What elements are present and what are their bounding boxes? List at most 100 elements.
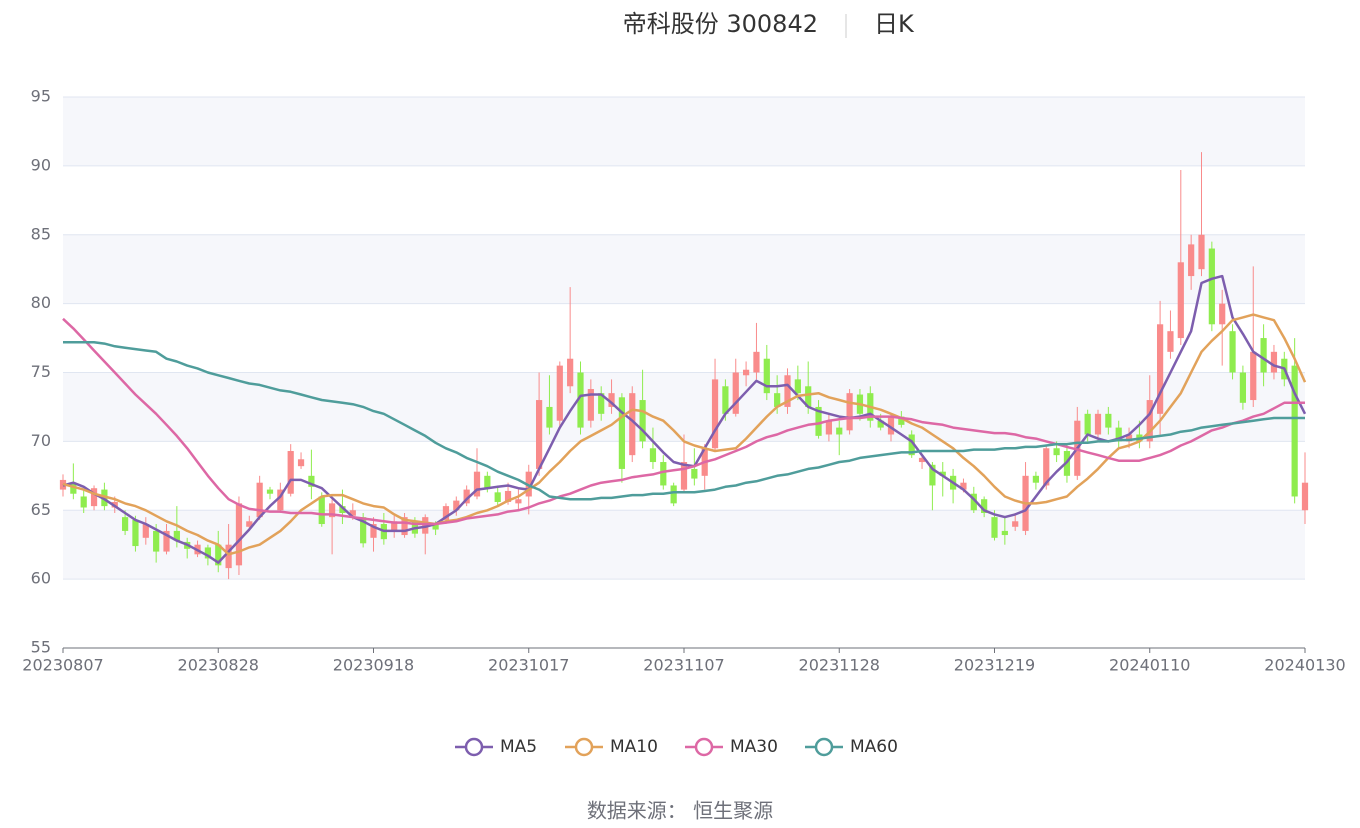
candle-body xyxy=(887,416,895,435)
candle-body xyxy=(753,351,760,373)
candle-body xyxy=(1301,482,1309,511)
x-tick-label: 20240110 xyxy=(1109,656,1190,675)
ma-line xyxy=(62,317,1305,526)
candle-body xyxy=(1001,530,1008,536)
candle-body xyxy=(970,493,977,511)
legend-label: MA30 xyxy=(730,737,778,757)
candle-body xyxy=(587,389,594,421)
candle-body xyxy=(484,475,491,489)
candle-body xyxy=(422,517,429,534)
candle-body xyxy=(401,517,408,536)
candle-body xyxy=(1146,400,1153,442)
candle-body xyxy=(297,459,305,467)
candle-body xyxy=(1032,475,1040,483)
candle-body xyxy=(794,379,801,394)
candle-body xyxy=(360,517,367,544)
candle-body xyxy=(266,489,274,494)
candle-body xyxy=(318,496,325,525)
legend-icon xyxy=(814,737,834,757)
legend-item: MA30 xyxy=(685,737,778,757)
candle-body xyxy=(577,372,584,428)
ma-line xyxy=(62,274,1307,564)
candle-body xyxy=(339,506,346,514)
candle-body xyxy=(204,547,212,559)
candle-body xyxy=(711,379,719,449)
candle-body xyxy=(246,521,253,527)
candle-body xyxy=(691,468,698,479)
candle-body xyxy=(598,393,605,414)
candle-body xyxy=(1156,324,1164,414)
y-tick-label: 80 xyxy=(31,293,51,312)
candle-body xyxy=(546,406,553,428)
candle-body xyxy=(774,393,781,407)
candle-body xyxy=(815,406,822,436)
legend-icon xyxy=(574,737,594,757)
x-tick-label: 20230828 xyxy=(178,656,259,675)
candle-body xyxy=(908,434,915,456)
candle-body xyxy=(722,386,729,414)
candle-body xyxy=(70,482,77,494)
candle-body xyxy=(1219,303,1226,325)
candle-body xyxy=(608,393,615,407)
candle-body xyxy=(805,386,812,407)
candle-body xyxy=(918,457,926,463)
legend-item: MA10 xyxy=(565,737,658,757)
x-tick-label: 20230918 xyxy=(333,656,414,675)
candle-body xyxy=(567,358,574,387)
candle-body xyxy=(256,482,263,518)
y-tick-label: 55 xyxy=(31,638,51,657)
candle-body xyxy=(732,372,739,414)
candle-body xyxy=(349,510,356,516)
candle-body xyxy=(784,375,791,407)
candle-body xyxy=(432,524,439,530)
candle-body xyxy=(763,358,770,394)
candle-body xyxy=(153,530,160,552)
candle-body xyxy=(836,427,843,435)
candle-body xyxy=(473,471,481,497)
candle-body xyxy=(1239,372,1247,403)
candle-body xyxy=(649,448,657,463)
candle-body xyxy=(235,503,243,566)
candle-body xyxy=(1291,365,1298,497)
candle-body xyxy=(1250,351,1257,401)
candle-body xyxy=(939,471,946,476)
candle-body xyxy=(1208,248,1215,325)
candle-body xyxy=(898,416,905,425)
candle-body xyxy=(618,397,626,469)
candle-body xyxy=(1270,351,1278,373)
candle-body xyxy=(1105,413,1112,428)
candle-body xyxy=(287,451,294,494)
y-tick-label: 65 xyxy=(31,500,51,519)
candle-body xyxy=(1167,331,1174,352)
candle-body xyxy=(556,365,563,421)
candle-body xyxy=(1094,413,1102,435)
candle-body xyxy=(173,530,180,541)
legend-item: MA60 xyxy=(805,737,898,757)
x-tick-label: 20230807 xyxy=(22,656,103,675)
ma-line xyxy=(62,313,1307,556)
candle-body xyxy=(1188,244,1195,277)
grid-band xyxy=(63,510,1305,580)
candle-body xyxy=(1125,434,1133,442)
chart-title: 帝科股份 300842 xyxy=(623,10,818,38)
candle-body xyxy=(680,462,688,490)
candle-body xyxy=(163,530,170,552)
candle-body xyxy=(660,462,667,486)
candle-body xyxy=(929,464,936,486)
y-tick-label: 70 xyxy=(31,431,51,450)
candle-body xyxy=(670,485,677,504)
candle-body xyxy=(142,524,149,538)
legend-label: MA10 xyxy=(610,737,658,757)
candle-body xyxy=(877,420,884,428)
chart-subtitle: 日K xyxy=(874,10,915,38)
x-tick-label: 20231017 xyxy=(488,656,569,675)
legend-icon xyxy=(694,737,714,757)
candle-body xyxy=(639,400,646,442)
candle-body xyxy=(1177,262,1184,339)
candle-body xyxy=(1084,413,1091,435)
legend-icon xyxy=(464,737,484,757)
y-tick-label: 85 xyxy=(31,224,51,243)
candle-body xyxy=(277,489,284,511)
candle-body xyxy=(1198,234,1205,270)
